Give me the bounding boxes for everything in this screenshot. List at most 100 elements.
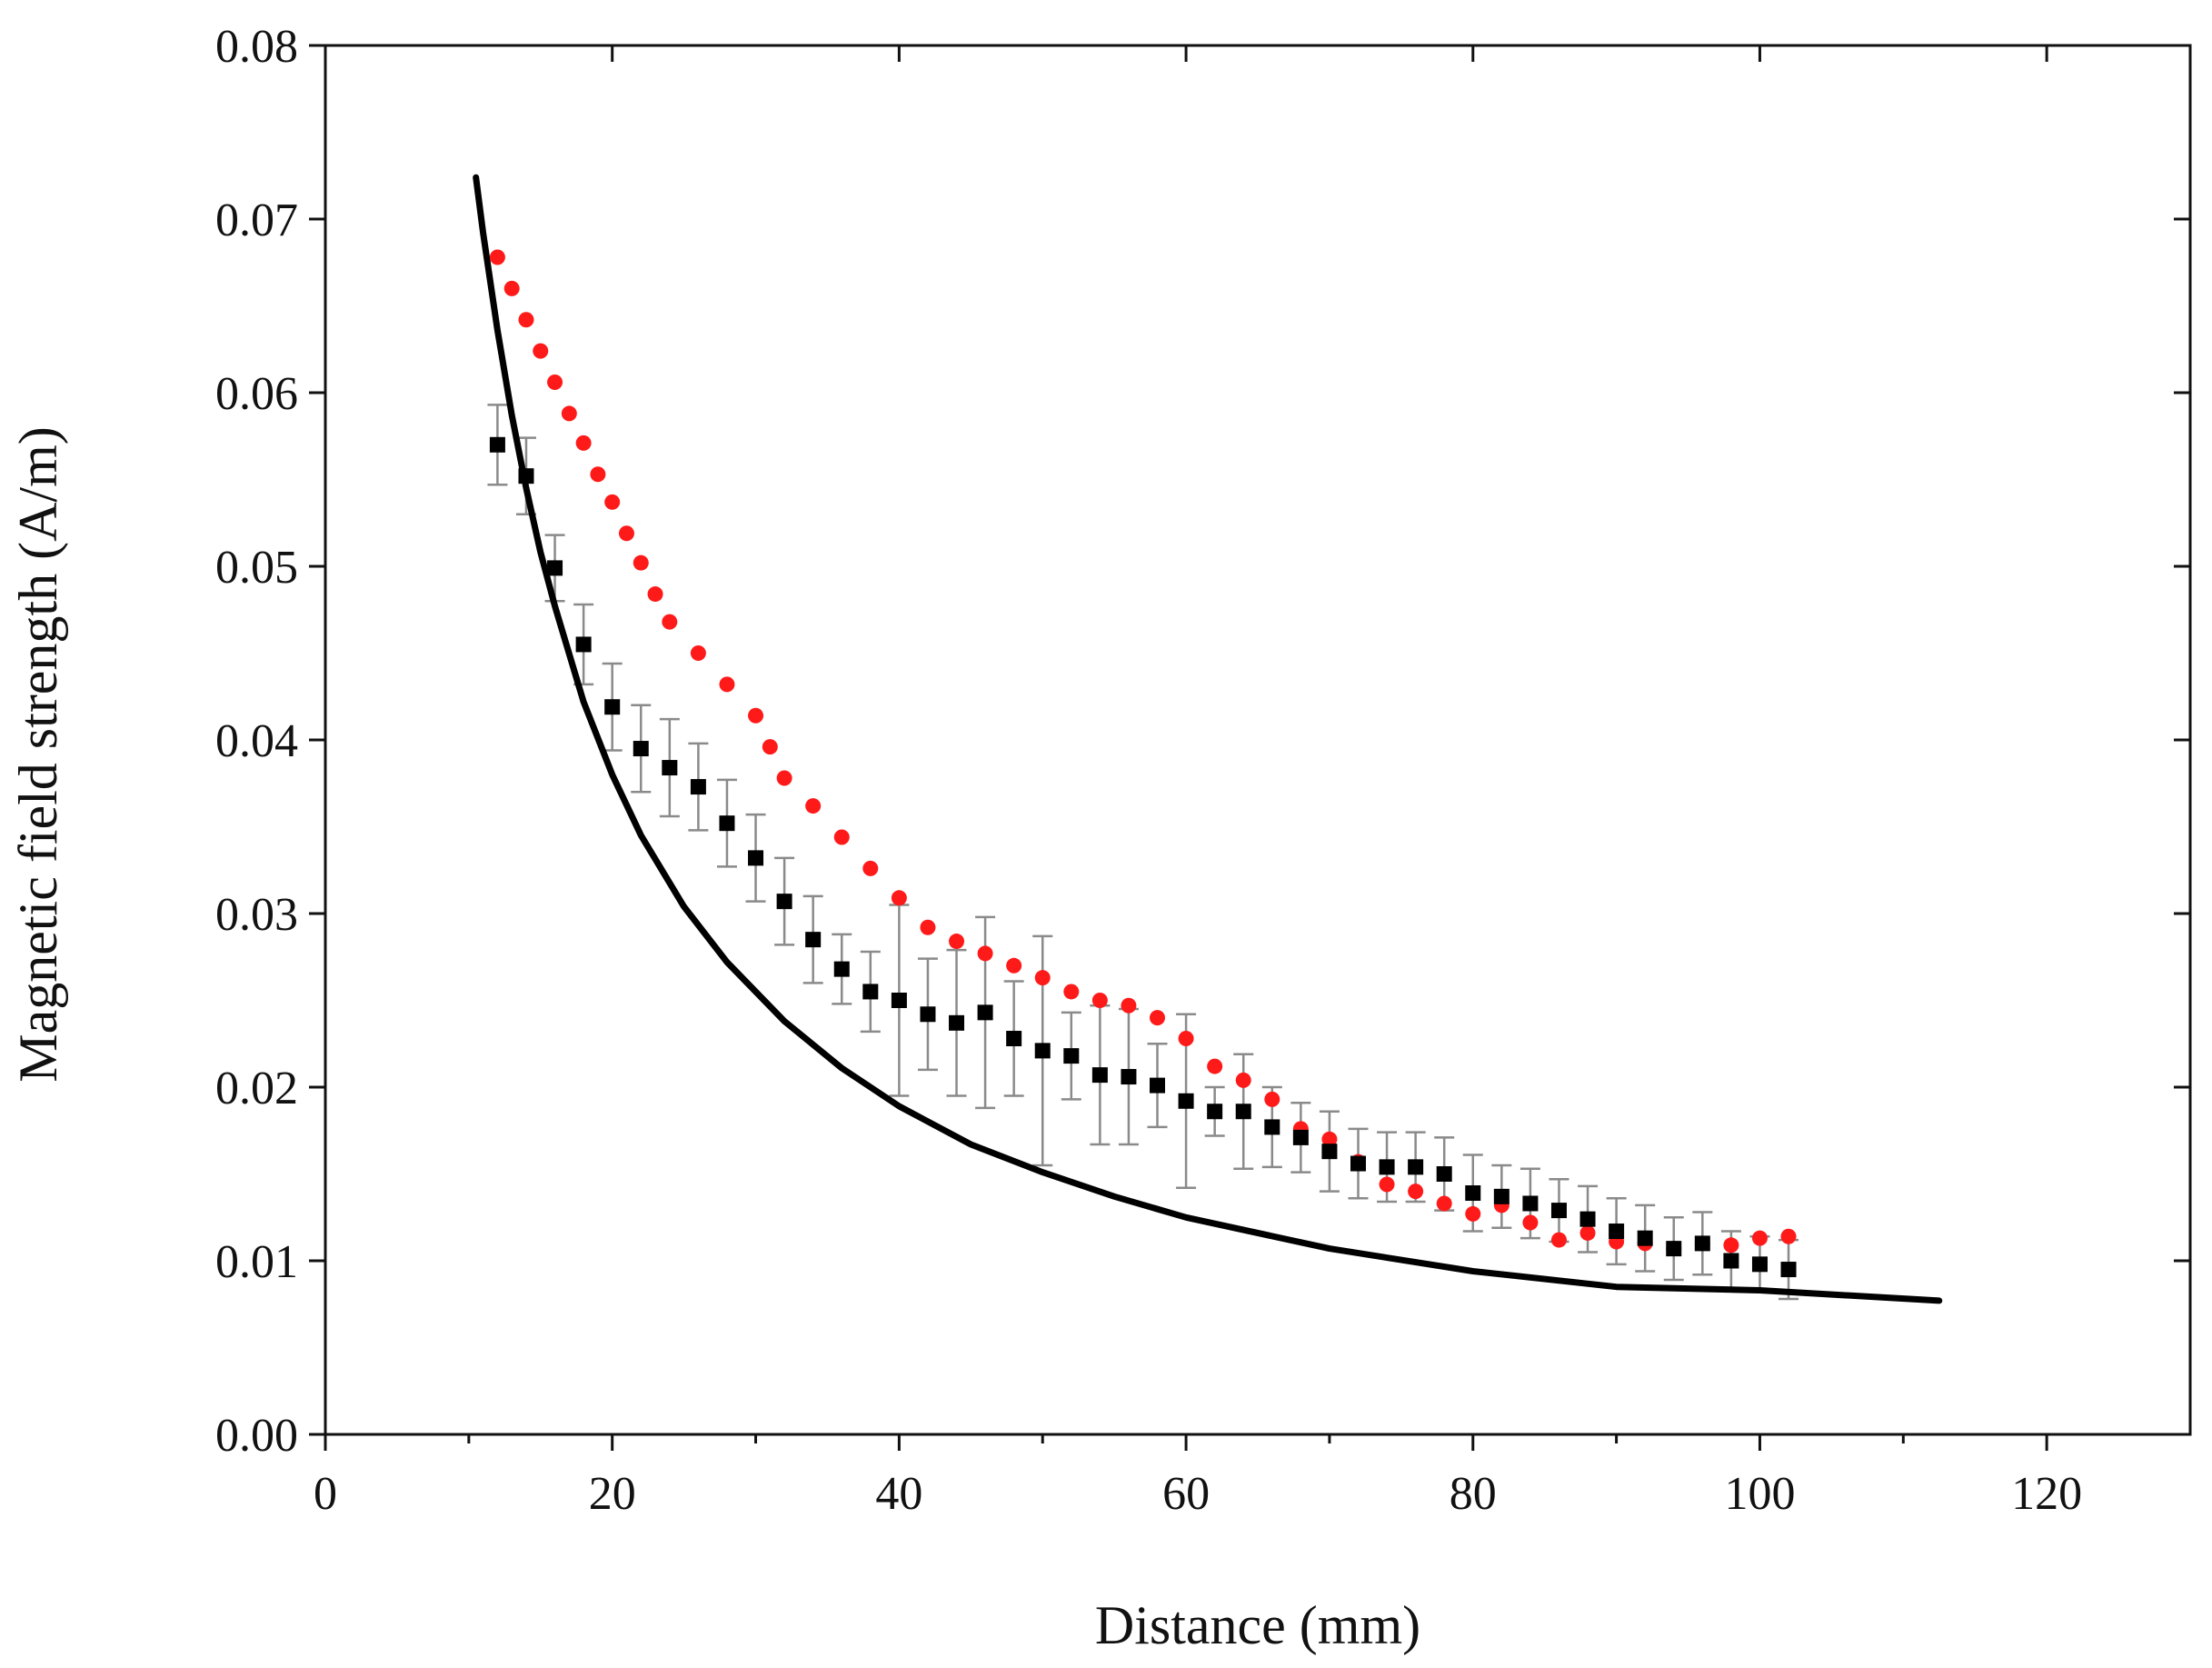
y-axis-title: Magnetic field strength (A/m) [8, 426, 68, 1082]
x-tick-label: 80 [1450, 1468, 1497, 1520]
simulated-point [1579, 1224, 1596, 1241]
y-tick-label: 0.00 [215, 1410, 298, 1462]
measured-point [662, 760, 678, 776]
simulated-point [1436, 1195, 1452, 1212]
simulated-point [1780, 1228, 1797, 1244]
simulated-point [949, 934, 965, 950]
y-tick-label: 0.05 [215, 542, 298, 594]
y-tick-label: 0.03 [215, 889, 298, 941]
measured-point [1666, 1241, 1682, 1257]
simulated-point [762, 739, 778, 755]
simulated-point [618, 525, 634, 542]
measured-point [1637, 1230, 1653, 1246]
measured-point [1264, 1119, 1280, 1135]
measured-point [748, 850, 764, 866]
simulated-point [1235, 1072, 1251, 1088]
simulated-point [1751, 1230, 1768, 1246]
simulated-point [1522, 1214, 1539, 1231]
simulated-point [590, 466, 606, 483]
simulated-point [1408, 1184, 1424, 1200]
measured-point [690, 779, 706, 795]
simulated-point [1207, 1058, 1223, 1074]
measured-point [1006, 1031, 1022, 1047]
measured-point [1178, 1093, 1194, 1109]
y-axis-ticks: 0.00 0.01 0.02 0.03 0.04 0.05 0.06 0.07 0.08 [215, 21, 2190, 1462]
simulated-point [891, 890, 907, 906]
error-bars-layer [487, 404, 1799, 1301]
simulated-point [662, 614, 678, 630]
simulated-point [719, 676, 735, 693]
measured-point [1091, 1067, 1108, 1084]
measured-point [1550, 1203, 1567, 1219]
measured-point [1780, 1262, 1797, 1278]
measured-point [1493, 1188, 1510, 1204]
measured-point [604, 699, 621, 715]
simulated-point [748, 707, 764, 724]
measured-point [719, 815, 735, 832]
simulated-point [920, 919, 936, 935]
measured-point [1379, 1159, 1395, 1175]
measured-point [949, 1014, 965, 1031]
measured-point [1350, 1155, 1366, 1172]
y-tick-label: 0.06 [215, 368, 298, 420]
measured-point [977, 1004, 993, 1021]
simulated-point [1264, 1091, 1280, 1107]
y-tick-label: 0.04 [215, 715, 298, 767]
simulated-point [561, 405, 577, 422]
measured-point [1751, 1256, 1768, 1273]
simulated-point [1465, 1205, 1481, 1222]
measured-point [1292, 1129, 1309, 1145]
simulated-point [533, 343, 549, 359]
measured-point [1150, 1077, 1166, 1094]
measured-point [1207, 1104, 1223, 1120]
measured-point [862, 984, 879, 1000]
simulated-point [1550, 1232, 1567, 1248]
simulated-point [1723, 1237, 1739, 1253]
measured-point [776, 894, 792, 910]
simulated-point [776, 770, 792, 786]
plot-frame [324, 44, 2192, 1436]
measured-point [1465, 1185, 1481, 1202]
x-tick-label: 120 [2011, 1468, 2082, 1520]
simulated-point [647, 586, 663, 603]
simulated-point [1063, 984, 1080, 1000]
simulated-point [690, 645, 706, 661]
theory-line-layer [473, 174, 1943, 1304]
measured-point [1235, 1104, 1251, 1120]
simulated-point [1006, 957, 1022, 974]
measured-point [1121, 1069, 1137, 1085]
x-tick-label: 100 [1724, 1468, 1795, 1520]
simulated-point [805, 798, 822, 814]
measured-point [1609, 1224, 1625, 1240]
measured-point [575, 636, 592, 653]
measured-point [1579, 1211, 1596, 1227]
x-axis-ticks: 0 20 40 60 80 100 120 [314, 45, 2082, 1520]
measured-point [805, 932, 822, 948]
measured-point [1034, 1043, 1051, 1059]
simulated-point [833, 829, 850, 845]
simulated-points-layer [489, 249, 1797, 1257]
simulated-point [1091, 993, 1108, 1008]
measured-points-layer [489, 436, 1797, 1278]
y-tick-label: 0.07 [215, 195, 298, 246]
measured-point [1723, 1253, 1739, 1269]
measured-point [1063, 1048, 1080, 1064]
measured-point [1408, 1159, 1424, 1175]
measured-point [518, 468, 534, 484]
simulated-point [1150, 1010, 1166, 1026]
measured-point [1694, 1235, 1710, 1252]
simulated-point [604, 494, 621, 510]
simulated-point [1121, 997, 1137, 1014]
simulated-point [1034, 970, 1051, 986]
theory-line [473, 174, 1943, 1304]
measured-point [633, 741, 649, 757]
x-tick-label: 60 [1162, 1468, 1210, 1520]
measured-point [1321, 1144, 1338, 1160]
simulated-point [1379, 1176, 1395, 1193]
y-tick-label: 0.08 [215, 21, 298, 73]
measured-point [547, 560, 563, 576]
simulated-point [633, 554, 649, 571]
measured-point [891, 993, 907, 1008]
simulated-point [1321, 1131, 1338, 1147]
x-axis-title: Distance (mm) [1095, 1595, 1420, 1655]
